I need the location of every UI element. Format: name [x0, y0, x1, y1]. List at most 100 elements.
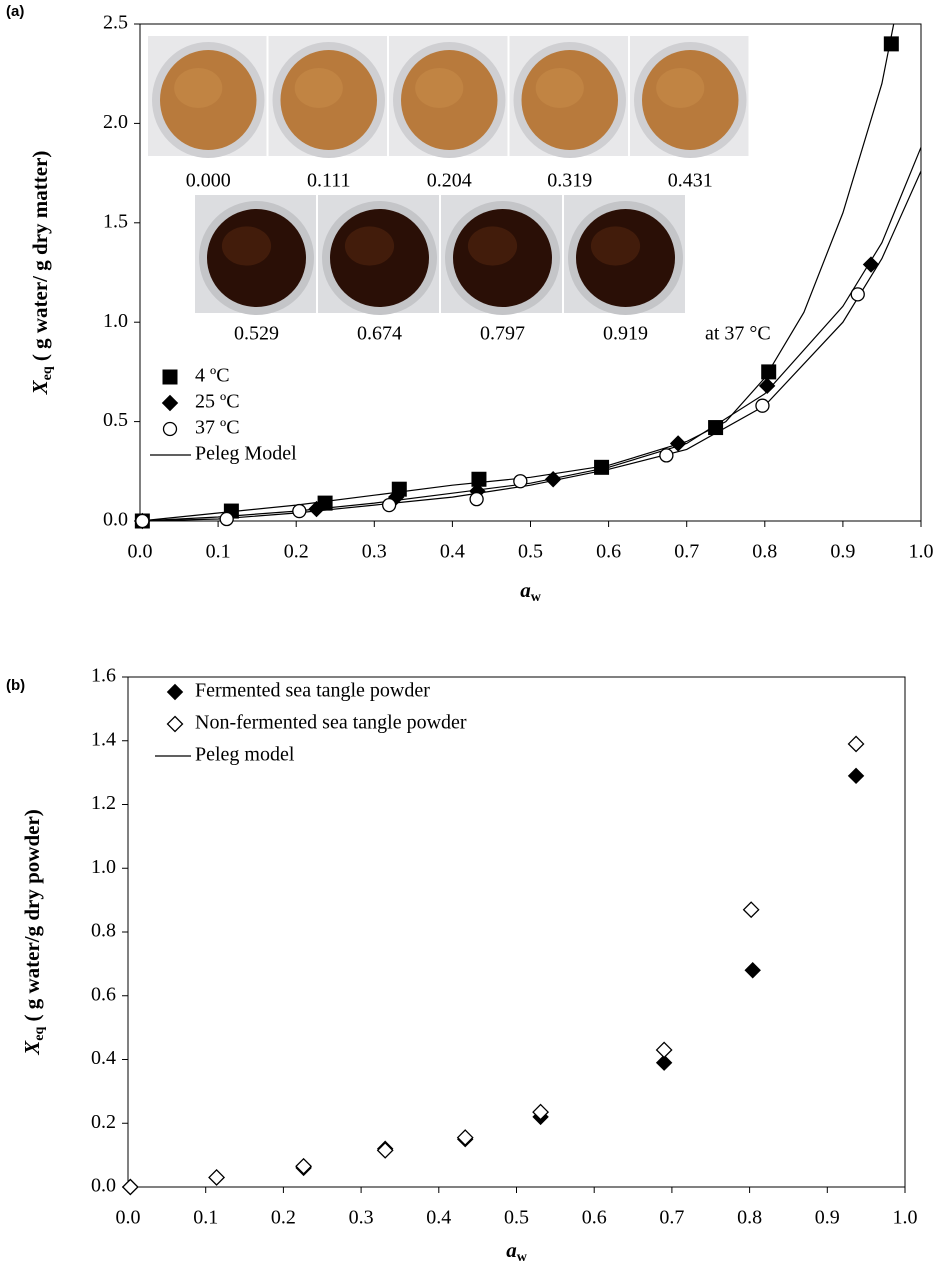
marker [295, 1157, 313, 1175]
marker [659, 448, 674, 463]
x-tick-label: 1.0 [893, 1207, 918, 1229]
marker [669, 435, 687, 452]
photo-caption: 0.204 [427, 170, 472, 192]
photo-highlight [344, 226, 395, 266]
photo-caption: 0.797 [480, 323, 525, 345]
photo-caption: 0.529 [234, 323, 279, 345]
y-axis-label-rest: ( g water/ g dry matter) [28, 151, 52, 367]
photo-highlight [221, 226, 272, 266]
legend-label: Peleg model [195, 744, 295, 766]
marker [513, 474, 528, 489]
marker [135, 513, 150, 529]
y-tick-label: 0.6 [91, 983, 116, 1005]
marker [471, 471, 487, 487]
photo-caption: 0.319 [547, 170, 592, 192]
marker [847, 735, 865, 753]
x-tick-label: 0.5 [518, 541, 543, 563]
y-axis-label: Xeq ( g water/ g dry matter) [28, 151, 55, 396]
legend-marker [166, 715, 184, 733]
marker [708, 420, 724, 436]
x-tick-label: 0.8 [737, 1207, 762, 1229]
x-tick-label: 0.7 [659, 1207, 684, 1229]
photo-highlight [415, 68, 464, 108]
legend-label: 25 ºC [195, 391, 240, 413]
y-tick-label: 1.2 [91, 792, 116, 814]
legend-label: 37 ºC [195, 417, 240, 439]
marker [744, 962, 761, 979]
model-curve [139, 147, 922, 522]
photo-highlight [535, 68, 584, 108]
marker [862, 256, 880, 273]
y-axis-label-main: X [20, 1040, 44, 1056]
y-axis-label-main: X [28, 379, 52, 395]
legend-marker [162, 421, 178, 437]
x-tick-label: 1.0 [909, 541, 934, 563]
photo-highlight [174, 68, 223, 108]
y-tick-label: 2.0 [103, 111, 128, 133]
x-tick-label: 0.1 [206, 541, 231, 563]
photo-highlight [467, 226, 518, 266]
x-axis-label-main: a [506, 1238, 517, 1262]
legend-label: Fermented sea tangle powder [195, 680, 430, 702]
x-tick-label: 0.3 [349, 1207, 374, 1229]
legend-marker [161, 394, 179, 412]
model-curve [139, 23, 895, 522]
marker [761, 364, 777, 380]
legend-marker [166, 683, 184, 701]
x-tick-label: 0.3 [362, 541, 387, 563]
y-tick-label: 1.0 [91, 856, 116, 878]
x-tick-label: 0.7 [674, 541, 699, 563]
legend-label: 4 ºC [195, 365, 230, 387]
x-tick-label: 0.6 [582, 1207, 607, 1229]
x-tick-label: 0.4 [440, 541, 465, 563]
x-axis-label: aw [506, 1238, 528, 1265]
x-tick-label: 0.6 [596, 541, 621, 563]
photo-caption: 0.431 [668, 170, 713, 192]
x-tick-label: 0.2 [271, 1207, 296, 1229]
marker [594, 459, 610, 475]
y-axis-label-rest: ( g water/g dry powder) [20, 809, 44, 1027]
photo-caption: 0.674 [357, 323, 402, 345]
x-tick-label: 0.2 [284, 541, 309, 563]
y-tick-label: 1.0 [103, 310, 128, 332]
marker [469, 491, 484, 507]
y-tick-label: 1.4 [91, 728, 116, 750]
marker [883, 36, 899, 52]
legend-marker [162, 369, 178, 385]
x-tick-label: 0.5 [504, 1207, 529, 1229]
marker [847, 767, 865, 785]
panel-label: (a) [6, 3, 24, 20]
y-tick-label: 0.5 [103, 409, 128, 431]
x-tick-label: 0.0 [128, 541, 153, 563]
y-tick-label: 1.6 [91, 665, 116, 687]
legend-label: Non-fermented sea tangle powder [195, 712, 467, 734]
marker [456, 1129, 474, 1147]
marker [292, 503, 307, 519]
marker [308, 500, 325, 518]
y-tick-label: 0.4 [91, 1047, 116, 1069]
marker [376, 1141, 394, 1159]
photo-caption: 0.919 [603, 323, 648, 345]
x-axis-label-sub: w [517, 1250, 528, 1265]
marker [544, 471, 562, 488]
marker [121, 1178, 139, 1196]
y-axis-label: Xeq ( g water/g dry powder) [20, 809, 47, 1056]
y-axis-label-sub: eq [40, 366, 55, 380]
x-axis-label-sub: w [531, 590, 542, 605]
panel-label: (b) [6, 677, 25, 694]
marker [208, 1169, 225, 1186]
x-tick-label: 0.9 [815, 1207, 840, 1229]
legend-label: Peleg Model [195, 443, 297, 465]
x-tick-label: 0.0 [116, 1207, 141, 1229]
marker [850, 287, 865, 302]
y-axis-label-sub: eq [32, 1027, 47, 1041]
marker [742, 901, 760, 919]
model-curve [139, 170, 922, 522]
marker [381, 497, 397, 513]
photo-highlight [294, 68, 343, 108]
photo-caption: 0.000 [186, 170, 231, 192]
y-tick-label: 0.2 [91, 1111, 116, 1133]
y-tick-label: 2.5 [103, 12, 128, 34]
y-tick-label: 1.5 [103, 210, 128, 232]
